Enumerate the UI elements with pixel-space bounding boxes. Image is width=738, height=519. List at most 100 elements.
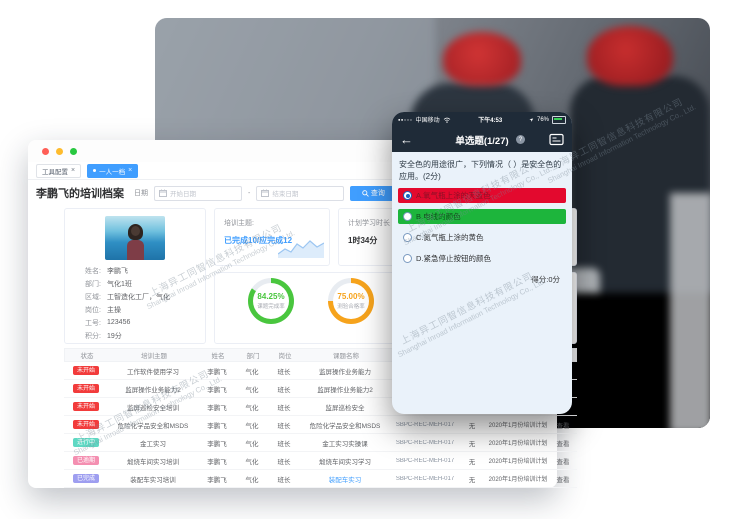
table-header-cell: 培训主题 xyxy=(141,353,167,360)
search-button[interactable]: 查询 xyxy=(350,185,397,201)
profile-field-label: 姓名: xyxy=(85,267,101,275)
window-zoom-button[interactable] xyxy=(70,147,77,155)
option-text: D.紧急停止按钮的颜色 xyxy=(416,254,491,263)
tab-label: 工具配置 xyxy=(42,168,68,176)
start-date-placeholder: 开始日期 xyxy=(170,191,196,198)
post-cell: 班长 xyxy=(277,476,291,484)
phone-nav-bar: ← 单选题(1/27) ? xyxy=(392,127,572,152)
date-range-separator: - xyxy=(248,189,251,197)
teacher-cell: 无 xyxy=(468,440,476,448)
profile-field-value: 19分 xyxy=(107,332,122,340)
name-cell: 李鹏飞 xyxy=(207,440,227,448)
option-D[interactable]: D.紧急停止按钮的颜色 xyxy=(398,251,566,266)
dept-cell: 气化 xyxy=(245,404,259,412)
dept-cell: 气化 xyxy=(245,440,259,448)
table-row: 已逾期 煅烧车间实习培训 李鹏飞 气化 班长 煅烧车间实习学习 SBPC-REC-MEH-0… xyxy=(64,452,577,470)
option-text: B.电线的颜色 xyxy=(416,212,461,221)
post-cell: 班长 xyxy=(277,422,291,430)
topic-cell: 装配车实习培训 xyxy=(130,476,176,484)
table-header-cell: 课题名称 xyxy=(333,353,359,360)
profile-field-row: 区域: 工智造化工厂，气化 xyxy=(65,290,205,303)
sparkline-chart xyxy=(278,240,324,258)
battery-percent: 76% xyxy=(536,116,549,123)
calendar-icon xyxy=(159,189,167,197)
profile-field-label: 积分: xyxy=(85,332,101,340)
name-cell: 李鹏飞 xyxy=(207,476,227,484)
table-row: 未开始 危险化学品安全和MSDS 李鹏飞 气化 班长 危险化学品安全和MSDS SBPC-R… xyxy=(64,416,577,434)
name-cell: 李鹏飞 xyxy=(207,404,227,412)
table-header-cell: 岗位 xyxy=(278,353,292,360)
filter-toolbar: 李鹏飞的培训档案 日期 开始日期 - 结束日期 查询 xyxy=(36,184,549,202)
back-arrow-icon[interactable]: ← xyxy=(400,132,413,147)
status-badge: 进行中 xyxy=(72,438,99,447)
status-badge: 已完成 xyxy=(72,474,99,483)
option-A[interactable]: A.氧气瓶上涂的天蓝色 xyxy=(398,188,566,203)
status-badge: 已逾期 xyxy=(72,456,99,465)
radio-icon[interactable] xyxy=(403,233,412,242)
table-row: 进行中 金工实习 李鹏飞 气化 班长 金工实习实操课 SBPC-REC-MEH-017 无 20… xyxy=(64,434,577,452)
view-action-link[interactable]: 查看 xyxy=(556,476,570,484)
profile-field-value: 主操 xyxy=(107,306,121,314)
radio-icon[interactable] xyxy=(403,212,412,221)
name-cell: 李鹏飞 xyxy=(207,368,227,376)
table-row: 已完成 装配车实习培训 李鹏飞 气化 班长 装配车实习 SBPC-REC-MEH-017 无 2… xyxy=(64,470,577,488)
status-cell: 已完成 xyxy=(64,474,108,483)
topic-card: 培训主题: 已完成10/应完成12 xyxy=(214,208,330,266)
status-cell: 未开始 xyxy=(64,384,108,393)
course-code-cell: SBPC-REC-MEH-017 xyxy=(395,475,455,482)
window-close-button[interactable] xyxy=(42,147,49,155)
wifi-icon xyxy=(443,117,450,123)
plan-cell: 2020年1月份培训计划 xyxy=(488,441,548,447)
photo-light-strip xyxy=(670,193,710,428)
page-title: 李鹏飞的培训档案 xyxy=(36,188,124,200)
table-header-cell: 部门 xyxy=(246,353,260,360)
table-header-cell: 状态 xyxy=(80,353,94,360)
option-B[interactable]: B.电线的颜色 xyxy=(398,209,566,224)
radio-icon[interactable] xyxy=(403,254,412,263)
red-hard-hat xyxy=(587,26,673,86)
plan-cell: 2020年1月份培训计划 xyxy=(488,477,548,483)
post-cell: 班长 xyxy=(277,368,291,376)
window-minimize-button[interactable] xyxy=(56,147,63,155)
tab-1[interactable]: 一人一档 × xyxy=(87,163,139,178)
post-cell: 班长 xyxy=(277,440,291,448)
topic-cell: 监屏巡检安全培训 xyxy=(127,404,179,412)
name-cell: 李鹏飞 xyxy=(207,386,227,394)
score-text: 得分:0分 xyxy=(531,275,560,284)
view-action-link[interactable]: 查看 xyxy=(556,440,570,448)
phone-status-bar: ●●○○○ 中国移动 下午4:53 ➤ 76% xyxy=(392,112,572,127)
option-C[interactable]: C.氮气瓶上涂的黄色 xyxy=(398,230,566,245)
course-code-cell: SBPC-REC-MEH-017 xyxy=(395,457,455,464)
course-cell: 监屏操作业务能力2 xyxy=(317,386,373,394)
radio-selected-icon[interactable] xyxy=(403,191,412,200)
view-action-link[interactable]: 查看 xyxy=(556,458,570,466)
course-cell: 监屏巡检安全 xyxy=(325,404,365,412)
end-date-placeholder: 结束日期 xyxy=(272,191,299,198)
help-icon[interactable]: ? xyxy=(516,135,525,144)
answer-sheet-icon[interactable] xyxy=(549,133,564,146)
post-cell: 班长 xyxy=(277,386,291,394)
status-badge: 未开始 xyxy=(72,402,99,411)
tab-0[interactable]: 工具配置 × xyxy=(36,163,82,178)
start-date-input[interactable]: 开始日期 xyxy=(154,185,242,201)
tab-close-icon[interactable]: × xyxy=(128,167,133,174)
dept-cell: 气化 xyxy=(245,476,259,484)
end-date-input[interactable]: 结束日期 xyxy=(256,185,345,201)
location-arrow-icon: ➤ xyxy=(528,115,536,124)
course-link[interactable]: 装配车实习 xyxy=(328,476,362,484)
donut-center: 75.00% 测验合格率 xyxy=(333,283,369,319)
status-badge: 未开始 xyxy=(72,420,99,429)
phone-overlay: ●●○○○ 中国移动 下午4:53 ➤ 76% ← 单选题(1/2 xyxy=(392,112,572,414)
plan-cell: 2020年1月份培训计划 xyxy=(488,423,548,429)
tab-label: 一人一档 xyxy=(99,168,126,176)
date-label: 日期 xyxy=(134,190,148,197)
topic-cell: 工作软件使用学习 xyxy=(127,368,179,376)
tab-close-icon[interactable]: × xyxy=(71,167,76,174)
view-action-link[interactable]: 查看 xyxy=(556,422,570,430)
profile-field-label: 区域: xyxy=(85,293,101,301)
profile-field-row: 工号: 123456 xyxy=(65,316,205,329)
options-list: A.氧气瓶上涂的天蓝色 B.电线的颜色 C.氮气瓶上涂的黄色 D.紧急停止按钮的颜色 xyxy=(398,188,566,266)
profile-photo xyxy=(105,216,165,260)
teacher-cell: 无 xyxy=(468,422,476,430)
topic-cell: 危险化学品安全和MSDS xyxy=(117,422,189,430)
